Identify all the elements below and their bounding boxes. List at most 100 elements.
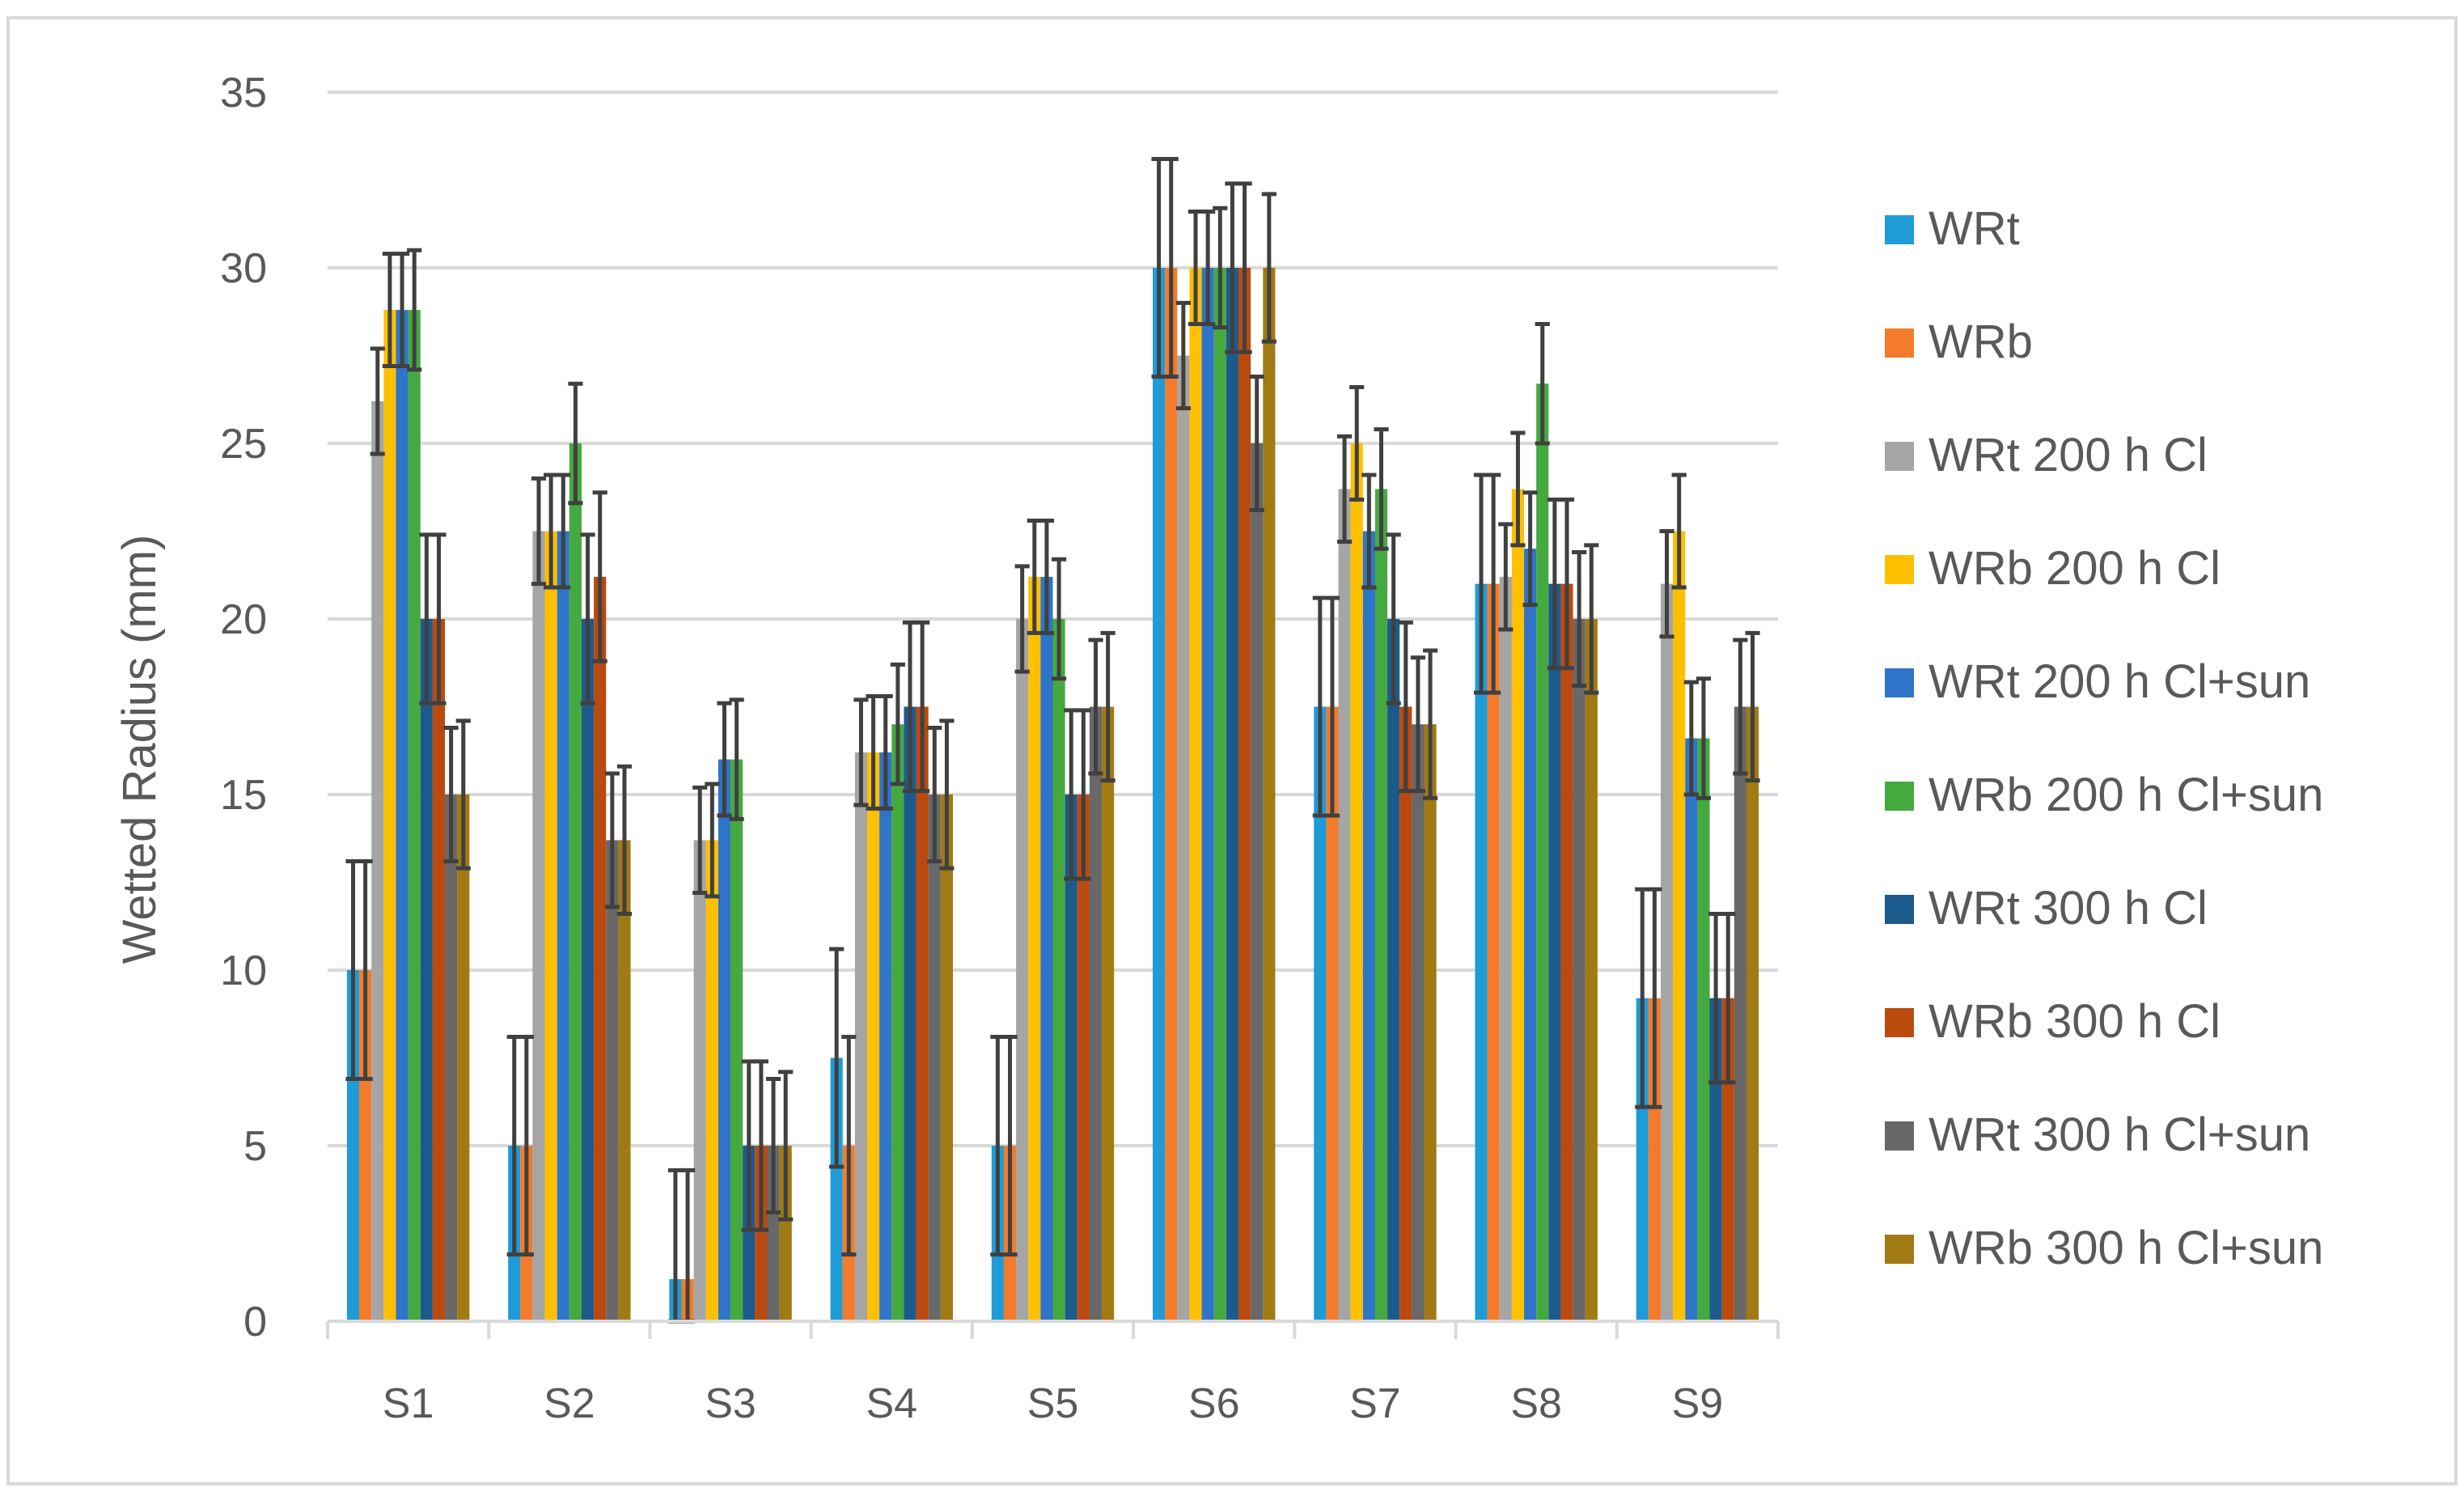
error-bar-series-3-s3 (692, 785, 708, 896)
bar-series-3-s8 (1499, 576, 1512, 1321)
error-bar-series-3-s7 (1337, 434, 1353, 545)
error-bar-series-6-s8 (1535, 321, 1550, 446)
y-tick-label: 15 (220, 772, 267, 819)
legend-item-2: WRb (1885, 316, 2033, 368)
y-tick-label: 5 (243, 1123, 267, 1170)
y-axis-title: Wetted Radius (mm) (113, 535, 166, 964)
error-bar-series-10-s4 (939, 718, 955, 871)
error-bar-series-3-s8 (1498, 522, 1514, 632)
bar-series-3-s4 (854, 752, 867, 1321)
legend-swatch (1885, 555, 1914, 584)
y-tick-label: 20 (220, 596, 267, 643)
bar-series-10-s7 (1424, 724, 1437, 1321)
bar-series-10-s4 (940, 795, 953, 1321)
legend-item-7: WRt 300 h Cl (1885, 882, 2208, 934)
bar-series-6-s6 (1213, 268, 1226, 1321)
error-bar-series-2-s8 (1486, 473, 1501, 695)
legend-label: WRt 200 h Cl (1928, 429, 2208, 481)
bar-series-10-s9 (1746, 706, 1759, 1321)
error-bar-series-8-s1 (431, 532, 447, 706)
y-tick-label: 35 (220, 70, 267, 117)
error-bar-series-3-s9 (1659, 529, 1674, 639)
error-bar-series-6-s2 (568, 381, 583, 506)
error-bar-series-7-s2 (580, 532, 595, 706)
bars (346, 268, 1759, 1322)
bar-series-2-s7 (1326, 706, 1339, 1321)
bar-series-5-s1 (396, 310, 409, 1322)
bar-series-7-s2 (581, 619, 595, 1321)
axes: 0 5 10 15 20 25 30 35 S1 S2 S3 S4 S5 S6 S7 S8 S9 (220, 70, 1780, 1427)
error-bar-series-6-s9 (1696, 676, 1712, 800)
bar-series-1-s6 (1153, 268, 1166, 1321)
bar-series-10-s8 (1585, 619, 1598, 1321)
error-bar-series-5-s1 (394, 252, 410, 369)
error-bar-series-2-s6 (1163, 156, 1179, 379)
error-bar-series-2-s2 (519, 1034, 534, 1257)
legend-item-5: WRt 200 h Cl+sun (1885, 655, 2310, 708)
y-tick-label: 25 (220, 421, 267, 468)
error-bar-series-5-s7 (1361, 473, 1377, 590)
bar-series-3-s1 (371, 400, 384, 1321)
bar-series-9-s3 (767, 1146, 780, 1321)
error-bar-series-5-s4 (878, 693, 893, 811)
bar-series-5-s8 (1524, 549, 1537, 1321)
bar-series-6-s9 (1697, 738, 1710, 1321)
y-tick-label: 10 (220, 947, 267, 994)
bar-series-8-s9 (1721, 998, 1734, 1321)
error-bar-series-6-s1 (407, 248, 422, 372)
bar-series-6-s5 (1052, 619, 1065, 1321)
error-bar-series-9-s4 (927, 726, 942, 863)
x-tick-label-s6: S6 (1188, 1380, 1240, 1427)
error-bar-series-2-s4 (841, 1034, 857, 1257)
error-bar-series-5-s8 (1522, 490, 1538, 608)
bar-series-4-s1 (383, 310, 396, 1322)
bar-series-10-s3 (779, 1146, 792, 1321)
x-tick-label-s7: S7 (1349, 1380, 1401, 1427)
error-bar-series-9-s9 (1733, 638, 1748, 776)
error-bar-series-7-s7 (1386, 532, 1401, 706)
bar-series-9-s9 (1734, 706, 1746, 1321)
legend-swatch (1885, 1235, 1914, 1264)
y-tick-label: 0 (243, 1299, 267, 1346)
error-bar-series-10-s6 (1261, 192, 1276, 344)
bar-series-2-s8 (1487, 583, 1500, 1321)
bar-series-4-s4 (866, 752, 880, 1321)
error-bar-series-10-s3 (778, 1070, 794, 1222)
legend-label: WRt (1928, 202, 2020, 255)
error-bar-series-6-s3 (729, 697, 744, 821)
error-bar-series-2-s7 (1324, 595, 1340, 818)
legend-swatch (1885, 215, 1914, 244)
bar-series-4-s9 (1673, 531, 1686, 1321)
bar-series-5-s5 (1040, 576, 1053, 1321)
legend: WRt WRb WRt 200 h Cl WRb 200 h Cl WRt 200 h … (1885, 202, 2323, 1274)
error-bar-series-9-s7 (1410, 655, 1426, 794)
bar-series-1-s1 (346, 970, 360, 1321)
bar-series-9-s7 (1412, 724, 1425, 1321)
error-bar-series-6-s6 (1213, 206, 1228, 330)
x-tick-label-s2: S2 (544, 1380, 595, 1427)
error-bar-series-2-s9 (1647, 887, 1662, 1109)
error-bar-series-3-s1 (370, 346, 385, 456)
bar-series-5-s6 (1201, 268, 1214, 1321)
bar-series-9-s2 (606, 840, 619, 1321)
bar-series-10-s2 (618, 840, 631, 1321)
error-bar-series-5-s6 (1200, 210, 1216, 326)
bar-series-8-s7 (1399, 706, 1412, 1321)
error-bar-series-5-s5 (1039, 518, 1055, 635)
legend-label: WRb 200 h Cl (1928, 542, 2221, 595)
bar-series-9-s5 (1089, 706, 1103, 1321)
error-bar-series-8-s9 (1721, 912, 1736, 1085)
bar-series-7-s6 (1226, 268, 1239, 1321)
bar-series-4-s5 (1028, 576, 1041, 1321)
bar-series-8-s8 (1560, 583, 1573, 1321)
legend-label: WRb 300 h Cl+sun (1928, 1222, 2323, 1274)
legend-swatch (1885, 442, 1914, 471)
bar-series-9-s1 (445, 795, 458, 1321)
bar-series-8-s2 (594, 576, 607, 1321)
x-tick-label-s1: S1 (383, 1380, 434, 1427)
legend-item-6: WRb 200 h Cl+sun (1885, 769, 2323, 821)
error-bars (345, 156, 1760, 1324)
bar-series-6-s2 (569, 443, 582, 1321)
error-bar-series-8-s6 (1237, 181, 1252, 354)
